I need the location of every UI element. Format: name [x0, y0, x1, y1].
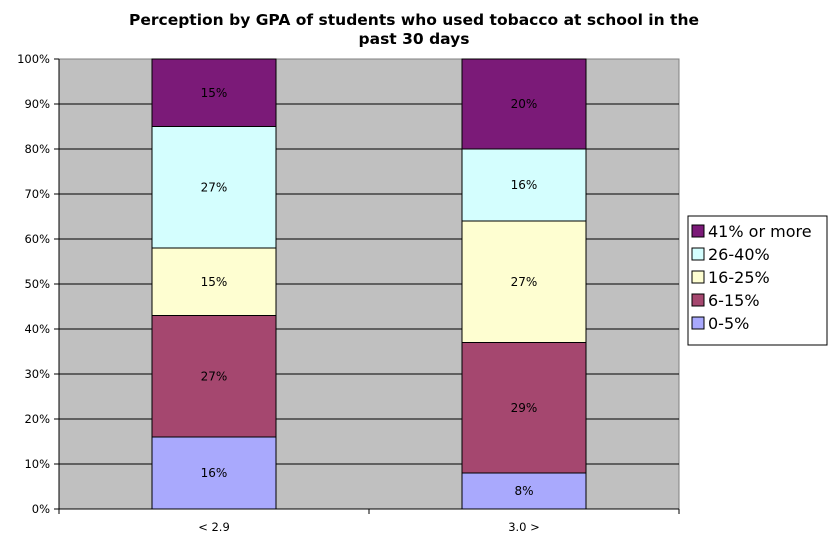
- y-tick-label: 70%: [24, 187, 50, 201]
- bar-segment: [461, 148, 587, 222]
- legend-swatch: [691, 247, 705, 261]
- data-label: 20%: [511, 97, 538, 111]
- y-tick-label: 80%: [24, 142, 50, 156]
- bar-segment: [151, 315, 277, 438]
- data-label: 15%: [201, 275, 228, 289]
- bar-segment: [461, 342, 587, 474]
- legend: 41% or more 26-40% 16-25% 6-15% 0-5%: [687, 215, 828, 346]
- data-label: 27%: [201, 369, 228, 383]
- legend-label: 16-25%: [708, 268, 770, 287]
- data-label: 29%: [511, 401, 538, 415]
- legend-label: 6-15%: [708, 291, 760, 310]
- legend-swatch: [691, 316, 705, 330]
- y-tick-label: 50%: [24, 277, 50, 291]
- x-tick-label: < 2.9: [198, 520, 230, 534]
- y-tick-label: 40%: [24, 322, 50, 336]
- y-tick-label: 100%: [17, 52, 50, 66]
- data-label: 8%: [514, 484, 533, 498]
- data-label: 27%: [201, 180, 228, 194]
- data-label: 15%: [201, 86, 228, 100]
- plot-area: 0% 10% 20% 30% 40% 50% 60% 70% 80% 90% 100% 16% 27% 1…: [17, 52, 680, 534]
- bar-segment: [461, 220, 587, 343]
- data-label: 16%: [511, 178, 538, 192]
- y-tick-label: 10%: [24, 457, 50, 471]
- bar-segment: [151, 126, 277, 249]
- legend-swatch: [691, 270, 705, 284]
- chart-title-line-2: past 30 days: [359, 30, 470, 48]
- y-tick-label: 20%: [24, 412, 50, 426]
- bar-segment: [461, 58, 587, 150]
- data-label: 16%: [201, 466, 228, 480]
- y-tick-label: 0%: [32, 502, 50, 516]
- legend-swatch: [691, 293, 705, 307]
- bar-segment: [151, 58, 277, 127]
- bar-segment: [461, 472, 587, 510]
- legend-box: [687, 215, 828, 346]
- x-tick-label: 3.0 >: [508, 520, 540, 534]
- y-tick-label: 90%: [24, 97, 50, 111]
- chart-title-line-1: Perception by GPA of students who used t…: [129, 11, 699, 29]
- data-label: 27%: [511, 275, 538, 289]
- y-tick-label: 60%: [24, 232, 50, 246]
- y-tick-label: 30%: [24, 367, 50, 381]
- bar-segment: [151, 247, 277, 316]
- legend-label: 41% or more: [708, 222, 812, 241]
- legend-swatch: [691, 224, 705, 238]
- bar-segment: [151, 436, 277, 510]
- legend-label: 26-40%: [708, 245, 770, 264]
- legend-label: 0-5%: [708, 314, 749, 333]
